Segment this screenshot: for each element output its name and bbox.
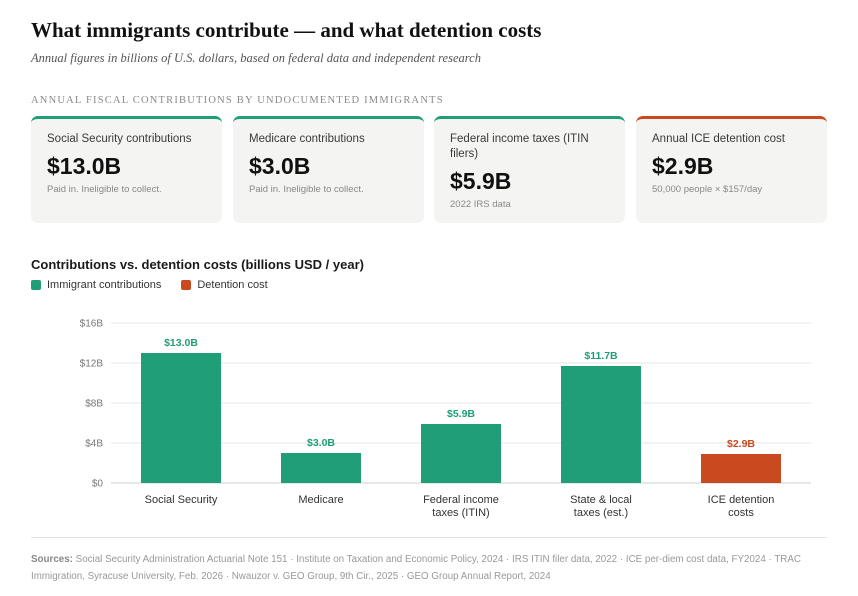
sources-text: Social Security Administration Actuarial… xyxy=(31,554,801,582)
stat-card-medicare: Medicare contributions $3.0B Paid in. In… xyxy=(233,116,424,223)
stat-card-label: Medicare contributions xyxy=(249,133,365,145)
bar-value-label: $2.9B xyxy=(727,438,755,450)
stat-cards: Social Security contributions $13.0B Pai… xyxy=(31,116,827,223)
x-tick-label: taxes (ITIN) xyxy=(432,507,489,519)
stat-card-value: $2.9B xyxy=(652,153,714,179)
footer-divider xyxy=(31,537,827,538)
stat-card-label: Social Security contributions xyxy=(47,133,192,145)
stat-card-note: Paid in. Ineligible to collect. xyxy=(47,184,162,195)
bar xyxy=(561,366,641,483)
legend-swatch-detention xyxy=(181,280,192,290)
bar xyxy=(701,454,781,483)
stat-card-social-security: Social Security contributions $13.0B Pai… xyxy=(31,116,222,223)
sources-note: Sources: Social Security Administration … xyxy=(31,551,821,585)
x-tick-label: Medicare xyxy=(298,494,343,506)
bar-value-label: $13.0B xyxy=(164,337,198,349)
bar-value-label: $11.7B xyxy=(584,350,618,362)
bar-chart: $0 $4B $8B $12B $16B $13.0B Social Security $3.… xyxy=(80,319,811,519)
x-tick-label: State & local xyxy=(570,494,632,506)
x-tick-label: Social Security xyxy=(145,494,218,506)
stat-card-note: 2022 IRS data xyxy=(450,199,511,210)
stat-card-note: 50,000 people × $157/day xyxy=(652,184,763,195)
legend-item-detention: Detention cost xyxy=(181,279,268,291)
stat-card-detention-cost: Annual ICE detention cost $2.9B 50,000 p… xyxy=(636,116,827,223)
y-tick-label: $16B xyxy=(80,319,104,330)
stat-card-label: Federal income taxes (ITIN filers) xyxy=(450,133,589,160)
page-subtitle: Annual figures in billions of U.S. dolla… xyxy=(31,51,481,65)
bar xyxy=(141,353,221,483)
section-label: ANNUAL FISCAL CONTRIBUTIONS BY UNDOCUMEN… xyxy=(31,95,444,106)
legend-label: Detention cost xyxy=(197,279,268,291)
legend-label: Immigrant contributions xyxy=(47,279,162,291)
y-tick-label: $0 xyxy=(92,479,104,490)
y-tick-label: $4B xyxy=(85,439,103,450)
y-tick-label: $8B xyxy=(85,399,103,410)
stat-card-income-taxes: Federal income taxes (ITIN filers) $5.9B… xyxy=(434,116,625,223)
x-tick-label: Federal income xyxy=(423,494,499,506)
sources-label: Sources: xyxy=(31,554,73,565)
page-title: What immigrants contribute — and what de… xyxy=(31,18,542,42)
chart-legend: Immigrant contributions Detention cost xyxy=(31,279,288,291)
legend-item-contributions: Immigrant contributions xyxy=(31,279,161,291)
legend-swatch-contributions xyxy=(31,280,41,290)
bar xyxy=(281,453,361,483)
x-tick-label: ICE detention xyxy=(708,494,775,506)
x-tick-label: costs xyxy=(728,507,754,519)
chart-title: Contributions vs. detention costs (billi… xyxy=(31,257,364,272)
x-tick-label: taxes (est.) xyxy=(574,507,628,519)
stat-card-label: Annual ICE detention cost xyxy=(652,133,785,145)
stat-card-value: $13.0B xyxy=(47,153,122,179)
stat-card-value: $3.0B xyxy=(249,153,311,179)
stat-card-value: $5.9B xyxy=(450,168,512,194)
y-tick-label: $12B xyxy=(80,359,104,370)
bar-value-label: $3.0B xyxy=(307,437,335,449)
bar-value-label: $5.9B xyxy=(447,408,475,420)
bar xyxy=(421,424,501,483)
stat-card-note: Paid in. Ineligible to collect. xyxy=(249,184,364,195)
